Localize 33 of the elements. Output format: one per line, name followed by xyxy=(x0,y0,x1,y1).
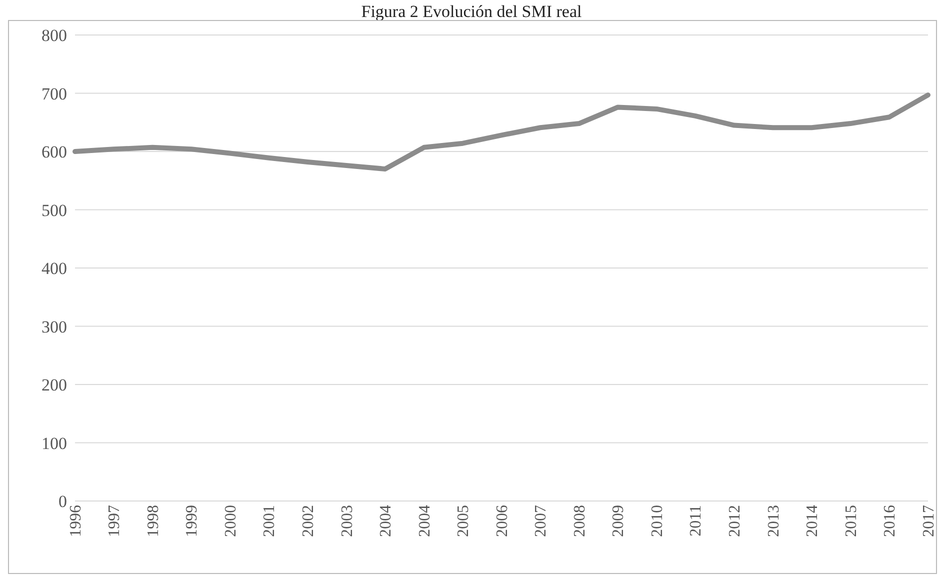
x-tick-label: 2016 xyxy=(882,505,899,537)
x-tick-label: 2005 xyxy=(455,505,472,537)
y-tick-label: 200 xyxy=(42,376,67,395)
x-tick-label: 2014 xyxy=(804,505,822,537)
y-tick-label: 100 xyxy=(42,434,67,453)
x-tick-label: 2013 xyxy=(765,505,782,537)
x-tick-label: 2004 xyxy=(416,505,434,537)
y-tick-label: 600 xyxy=(42,142,67,162)
x-tick-label: 2010 xyxy=(648,505,666,537)
x-tick-label: 2004 xyxy=(378,505,395,537)
x-tick-label: 2003 xyxy=(338,505,356,537)
x-tick-label: 2009 xyxy=(610,505,628,537)
y-tick-label: 400 xyxy=(42,259,67,278)
x-tick-label: 2011 xyxy=(688,505,705,536)
x-tick-label: 1999 xyxy=(184,505,201,537)
x-tick-label: 2007 xyxy=(532,505,550,537)
x-tick-label: 1997 xyxy=(106,505,124,537)
chart-title: Figura 2 Evolución del SMI real xyxy=(360,2,583,21)
y-tick-label: 300 xyxy=(42,317,67,336)
x-tick-label: 2002 xyxy=(300,505,317,537)
y-tick-label: 800 xyxy=(42,26,67,46)
x-tick-label: 2006 xyxy=(494,505,511,537)
x-tick-label: 2001 xyxy=(261,505,278,537)
x-tick-label: 1998 xyxy=(144,505,162,537)
x-tick-label: 2000 xyxy=(222,505,240,537)
x-tick-label: 2015 xyxy=(842,505,860,537)
y-tick-label: 700 xyxy=(42,84,67,104)
x-tick-label: 2017 xyxy=(920,505,938,537)
x-tick-label: 2008 xyxy=(571,505,588,537)
y-tick-label: 0 xyxy=(58,492,67,512)
y-tick-label: 500 xyxy=(42,200,67,220)
x-tick-label: 1996 xyxy=(67,505,84,537)
x-tick-label: 2012 xyxy=(726,505,744,537)
